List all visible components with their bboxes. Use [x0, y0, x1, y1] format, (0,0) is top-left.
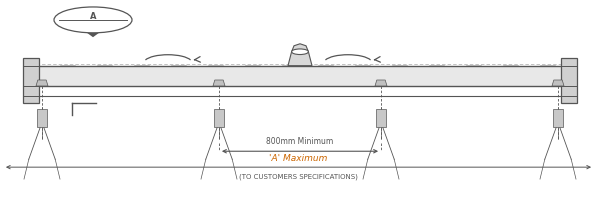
- Text: A: A: [90, 12, 96, 21]
- Polygon shape: [213, 80, 225, 86]
- Polygon shape: [561, 58, 577, 103]
- Polygon shape: [37, 109, 47, 127]
- Polygon shape: [552, 80, 564, 86]
- Text: 'A' Maximum: 'A' Maximum: [269, 154, 328, 163]
- Circle shape: [292, 49, 308, 55]
- Text: (TO CUSTOMERS SPECIFICATIONS): (TO CUSTOMERS SPECIFICATIONS): [239, 173, 358, 180]
- Polygon shape: [375, 80, 387, 86]
- Circle shape: [54, 7, 132, 33]
- Text: 800mm Minimum: 800mm Minimum: [266, 137, 334, 146]
- Polygon shape: [288, 44, 312, 66]
- Polygon shape: [87, 33, 99, 37]
- Polygon shape: [376, 109, 386, 127]
- Polygon shape: [36, 80, 48, 86]
- Polygon shape: [36, 66, 564, 86]
- Polygon shape: [23, 58, 39, 103]
- Polygon shape: [553, 109, 563, 127]
- Polygon shape: [214, 109, 224, 127]
